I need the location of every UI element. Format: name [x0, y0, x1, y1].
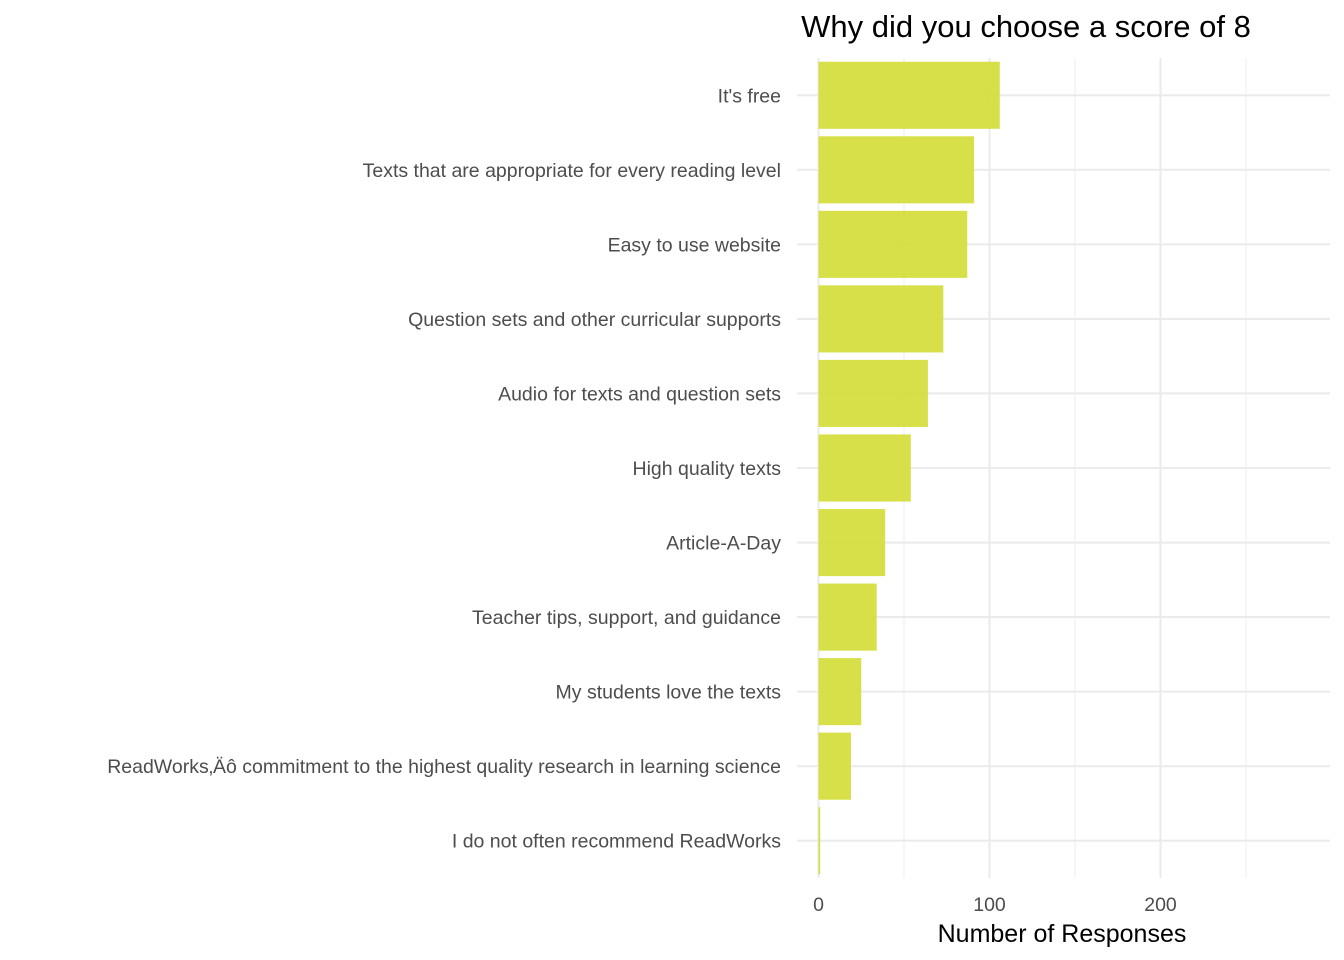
bar	[818, 732, 851, 800]
category-label: My students love the texts	[556, 682, 782, 704]
x-axis-title: Number of Responses	[938, 920, 1187, 948]
category-label: Texts that are appropriate for every rea…	[363, 160, 781, 182]
bar	[818, 434, 911, 502]
x-tick-label: 100	[973, 894, 1006, 916]
bar	[818, 210, 968, 278]
bar	[818, 285, 944, 353]
x-tick-labels: 0 100 200	[813, 894, 1177, 916]
bar	[818, 61, 1000, 129]
category-labels: It's free Texts that are appropriate for …	[107, 85, 781, 852]
category-label: It's free	[718, 85, 781, 107]
bar	[818, 359, 928, 427]
bar	[818, 658, 862, 726]
category-label: Audio for texts and question sets	[498, 383, 781, 405]
category-label: Teacher tips, support, and guidance	[472, 607, 781, 629]
bar	[818, 136, 975, 204]
category-label: ReadWorks‚Äô commitment to the highest q…	[107, 756, 781, 778]
category-label: Easy to use website	[608, 234, 781, 256]
category-label: High quality texts	[633, 458, 782, 480]
category-label: Question sets and other curricular suppo…	[408, 309, 781, 331]
bar-layer	[818, 61, 1000, 875]
bar	[818, 583, 877, 651]
category-label: Article-A-Day	[666, 533, 781, 555]
x-tick-label: 0	[813, 894, 824, 916]
category-label: I do not often recommend ReadWorks	[452, 831, 781, 853]
chart-title: Why did you choose a score of 8	[801, 9, 1251, 44]
bar	[818, 807, 821, 875]
x-tick-label: 200	[1144, 894, 1177, 916]
bar	[818, 509, 886, 577]
